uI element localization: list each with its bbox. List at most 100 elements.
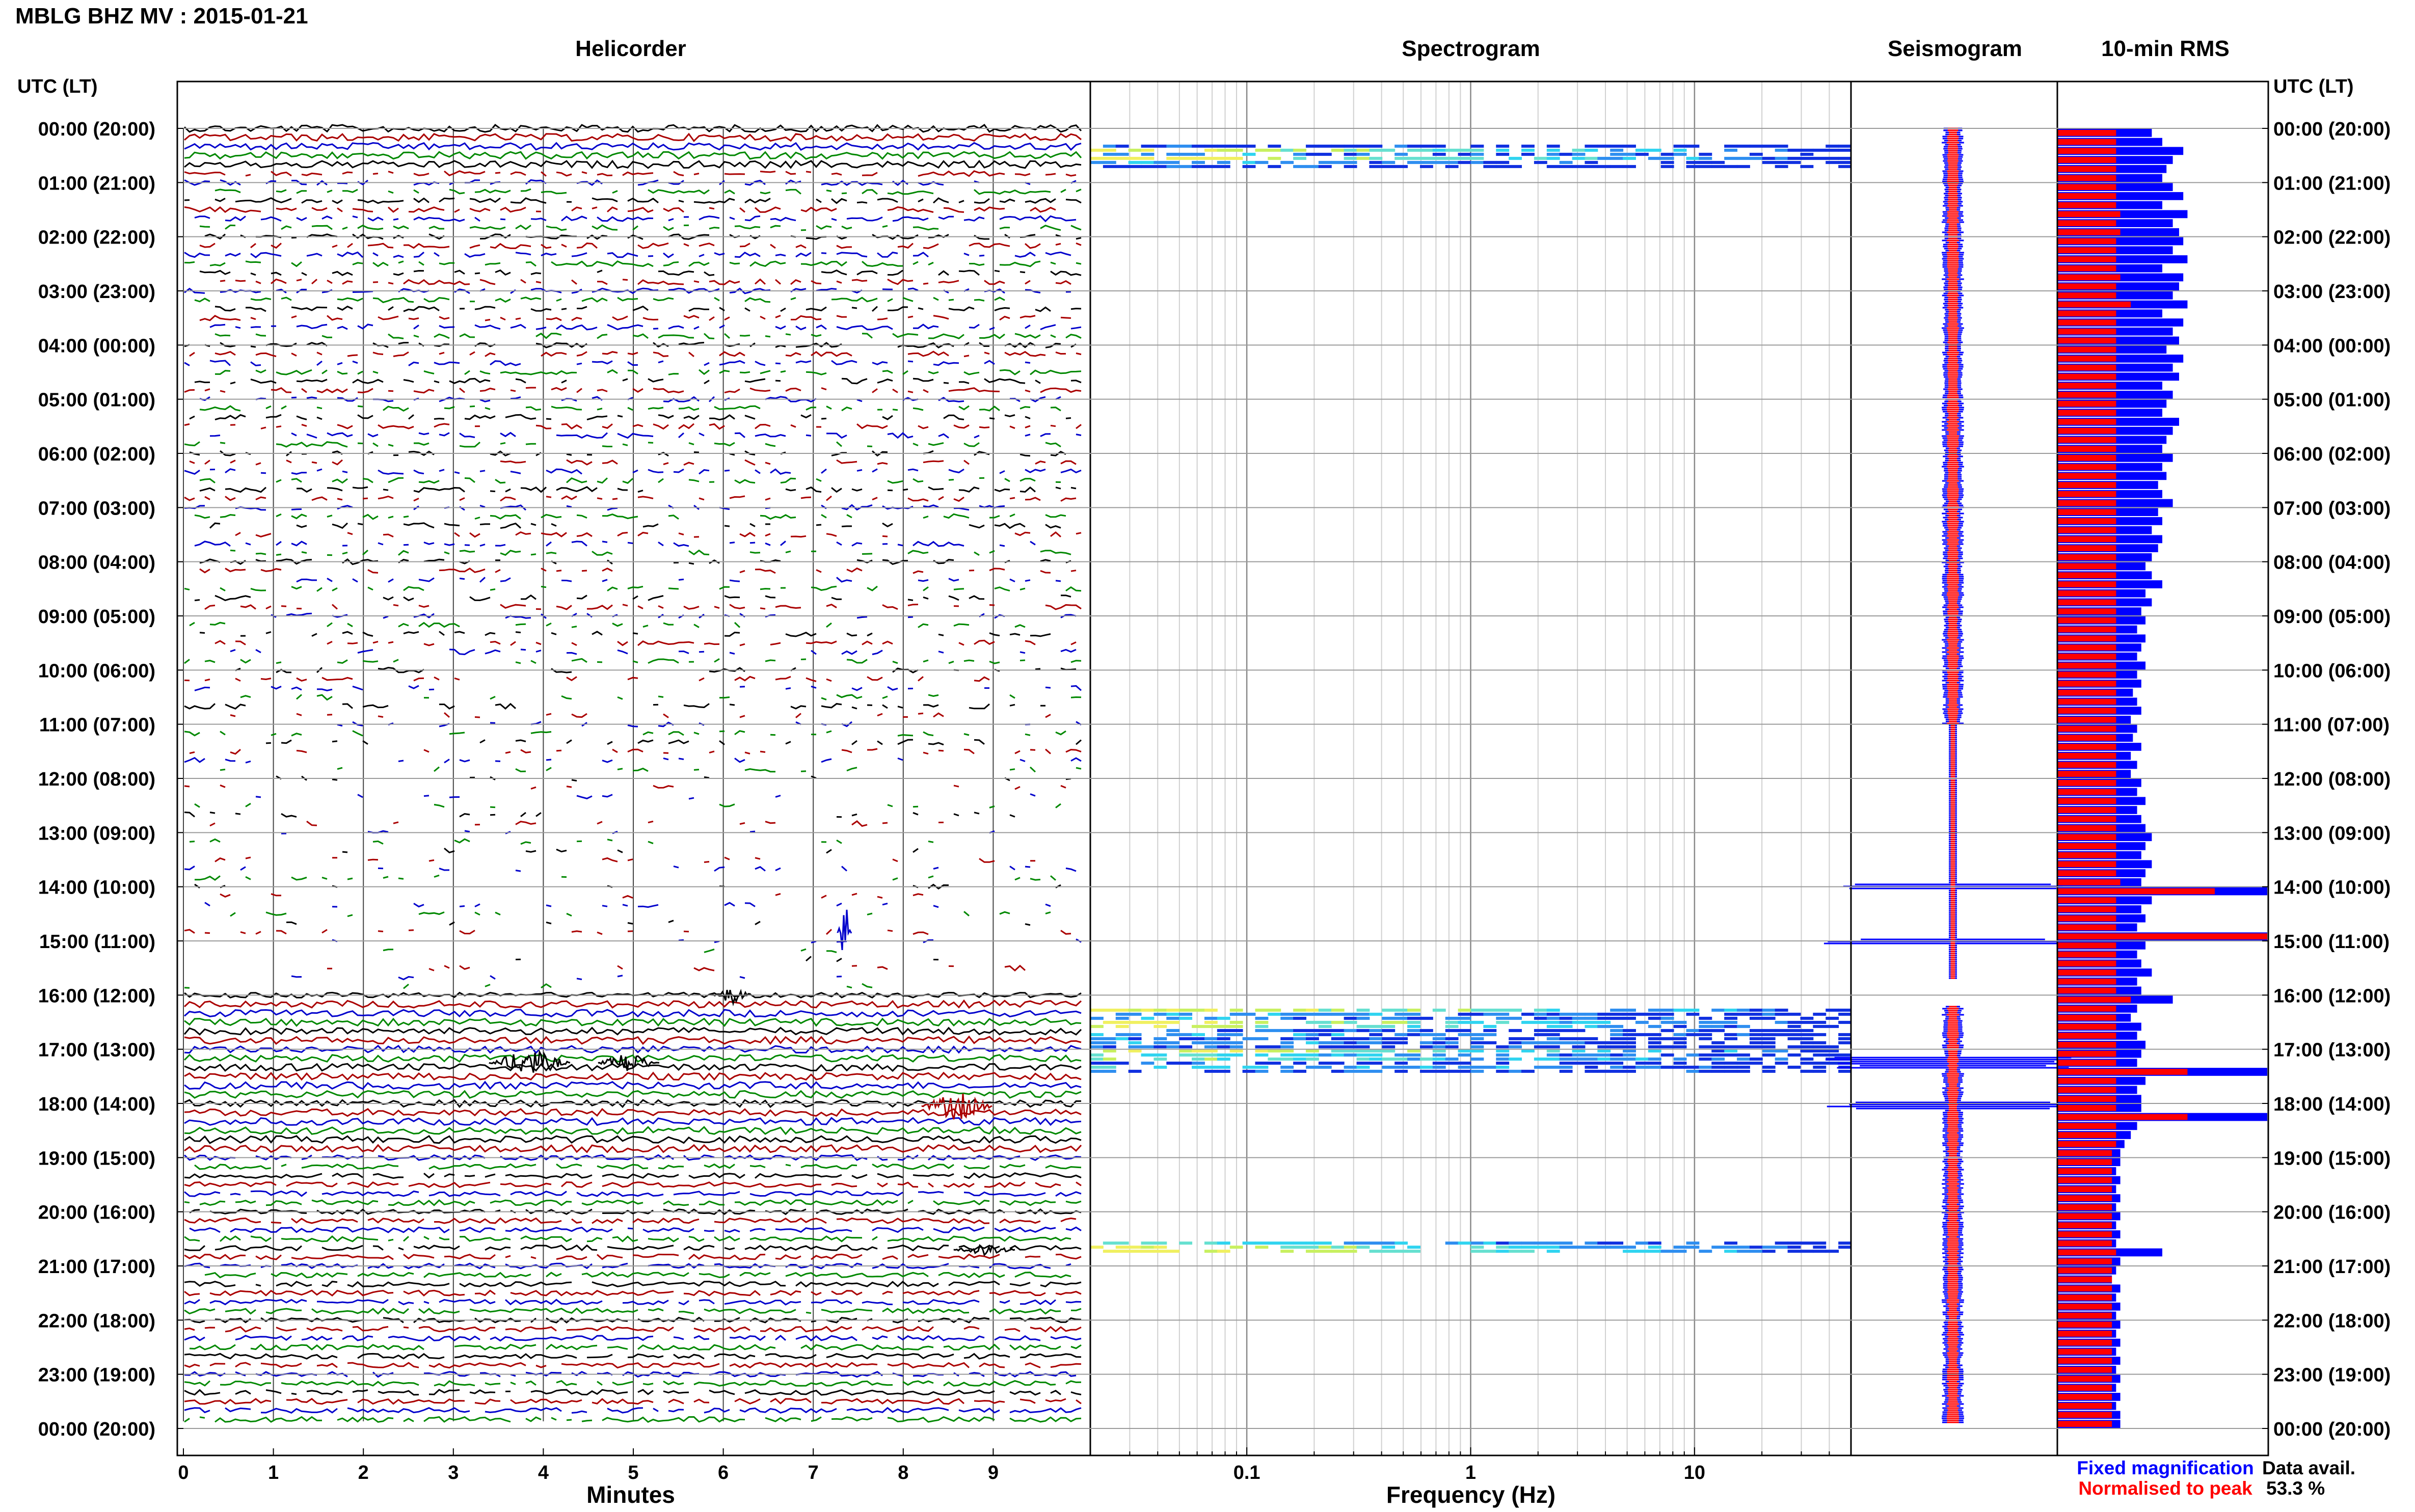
helicorder-trace bbox=[209, 431, 1082, 439]
time-label-left: 17:00 (13:00) bbox=[38, 1040, 155, 1061]
spectrogram-cell bbox=[1268, 156, 1281, 160]
spectrogram-cell bbox=[1217, 165, 1230, 168]
spectrogram-cell bbox=[1800, 1250, 1814, 1253]
spectrogram-cell bbox=[1470, 1033, 1484, 1036]
spectrogram-cell bbox=[1382, 1016, 1396, 1020]
spectrogram-panel: 0.1 1 10 bbox=[1089, 80, 1852, 1483]
spectrogram-cell bbox=[1179, 1016, 1193, 1020]
spectrogram-cell bbox=[1673, 1045, 1687, 1048]
spectrogram-cell bbox=[1585, 1241, 1598, 1245]
spectrogram-cell bbox=[1369, 1057, 1383, 1061]
spectrogram-cell bbox=[1344, 1065, 1357, 1069]
spectrogram-cell bbox=[1699, 1029, 1712, 1032]
time-label-right: 18:00 (14:00) bbox=[2273, 1094, 2391, 1115]
spectrogram-cell bbox=[1458, 1241, 1471, 1245]
spectrogram-cell bbox=[1432, 1033, 1446, 1036]
spectrogram-cell bbox=[1610, 1053, 1624, 1057]
spectrogram-cell bbox=[1204, 1016, 1218, 1020]
spectrogram-cell bbox=[1470, 1057, 1484, 1061]
spectrogram-cell bbox=[1229, 156, 1243, 160]
rms-bar-normalised bbox=[2057, 1033, 2116, 1039]
rms-bar-normalised bbox=[2057, 356, 2116, 362]
spectrogram-cell bbox=[1166, 156, 1180, 160]
spectrogram-cell bbox=[1141, 1008, 1155, 1012]
spectrogram-cell bbox=[1724, 1241, 1738, 1245]
spectrogram-cell bbox=[1432, 1037, 1446, 1040]
spectrogram-cell bbox=[1623, 1041, 1636, 1044]
spectrogram-cell bbox=[1559, 1065, 1573, 1069]
rms-bar-normalised bbox=[2057, 1141, 2116, 1147]
spectrogram-cell bbox=[1331, 1041, 1345, 1044]
spectrogram-cell bbox=[1686, 160, 1700, 164]
spectrogram-cell bbox=[1394, 1016, 1408, 1020]
spectrogram-cell bbox=[1179, 1037, 1193, 1040]
spectrogram-cell bbox=[1623, 1053, 1636, 1057]
helicorder-trace bbox=[214, 305, 1082, 312]
spectrogram-cell bbox=[1534, 156, 1547, 160]
spectrogram-cell bbox=[1787, 1024, 1801, 1028]
spectrogram-cell bbox=[1509, 1041, 1522, 1044]
spectrogram-cell bbox=[1103, 156, 1116, 160]
spectrogram-cell bbox=[1293, 1033, 1307, 1036]
spectrogram-cell bbox=[1217, 1033, 1230, 1036]
spectrogram-cell bbox=[1787, 1065, 1801, 1069]
spectrogram-cell bbox=[1432, 152, 1446, 156]
spectrogram-cell bbox=[1787, 1020, 1801, 1024]
helicorder-trace bbox=[184, 1071, 1082, 1081]
spectrogram-cell bbox=[1724, 1024, 1738, 1028]
rms-bar-normalised bbox=[2057, 1168, 2112, 1174]
spectrogram-cell bbox=[1496, 1241, 1510, 1245]
time-label-right: 02:00 (22:00) bbox=[2273, 227, 2391, 249]
spectrogram-cell bbox=[1686, 1029, 1700, 1032]
spectrogram-cell bbox=[1813, 1033, 1827, 1036]
spectrogram-cell bbox=[1293, 1037, 1307, 1040]
spectrogram-cell bbox=[1610, 1246, 1624, 1249]
spectrogram-cell bbox=[1838, 1246, 1852, 1249]
spectrogram-cell bbox=[1331, 1061, 1345, 1065]
spectrogram-cell bbox=[1407, 1246, 1420, 1249]
helicorder-trace bbox=[184, 1035, 1082, 1045]
spectrogram-cell bbox=[1660, 1020, 1674, 1024]
spectrogram-cell bbox=[1192, 1033, 1205, 1036]
spectrogram-cell bbox=[1813, 1065, 1827, 1069]
spectrogram-cell bbox=[1115, 1024, 1129, 1028]
spectrogram-cell bbox=[1306, 144, 1319, 148]
spectrogram-cell bbox=[1356, 1045, 1370, 1048]
spectrogram-cell bbox=[1268, 1008, 1281, 1012]
rms-bar-normalised bbox=[2057, 229, 2121, 235]
spectrogram-cell bbox=[1762, 1246, 1776, 1249]
rms-bar-normalised bbox=[2057, 455, 2116, 461]
spectrogram-cell bbox=[1306, 1008, 1319, 1012]
spectrogram-cell bbox=[1293, 1057, 1307, 1061]
spectrogram-cell bbox=[1838, 1241, 1852, 1245]
spectrogram-cell bbox=[1572, 148, 1586, 152]
rms-bar-normalised bbox=[2057, 1087, 2116, 1093]
spectrogram-cell bbox=[1585, 1065, 1598, 1069]
spectrogram-cell bbox=[1496, 148, 1510, 152]
spectrogram-cell bbox=[1826, 1049, 1839, 1052]
rms-bar-normalised bbox=[2057, 509, 2116, 516]
helicorder-trace bbox=[184, 1199, 1082, 1206]
time-label-right: 07:00 (03:00) bbox=[2273, 498, 2391, 519]
helicorder-trace bbox=[184, 865, 1077, 872]
spectrogram-cell bbox=[1394, 1061, 1408, 1065]
spectrogram-cell bbox=[1597, 1061, 1611, 1065]
spectrogram-cell bbox=[1344, 156, 1357, 160]
helicorder-trace bbox=[184, 1280, 1082, 1288]
spectrogram-cell bbox=[1521, 148, 1535, 152]
helicorder-trace bbox=[184, 151, 1082, 160]
spectrogram-cell bbox=[1724, 1012, 1738, 1016]
helicorder-trace bbox=[204, 233, 1082, 240]
spectrogram-cell bbox=[1623, 165, 1636, 168]
rms-bar-normalised bbox=[2057, 1258, 2112, 1264]
rms-bar-normalised bbox=[2057, 590, 2116, 597]
spectrogram-cell bbox=[1635, 1033, 1649, 1036]
spectrogram-cell bbox=[1572, 1029, 1586, 1032]
spectrogram-cell bbox=[1838, 1053, 1852, 1057]
helicorder-trace bbox=[184, 1081, 1082, 1090]
helicorder-trace bbox=[184, 1135, 1082, 1144]
rms-bar-normalised bbox=[2057, 283, 2116, 289]
helicorder-trace bbox=[194, 377, 1082, 385]
spectrogram-cell bbox=[1382, 1049, 1396, 1052]
spectrogram-cell bbox=[1546, 1037, 1560, 1040]
